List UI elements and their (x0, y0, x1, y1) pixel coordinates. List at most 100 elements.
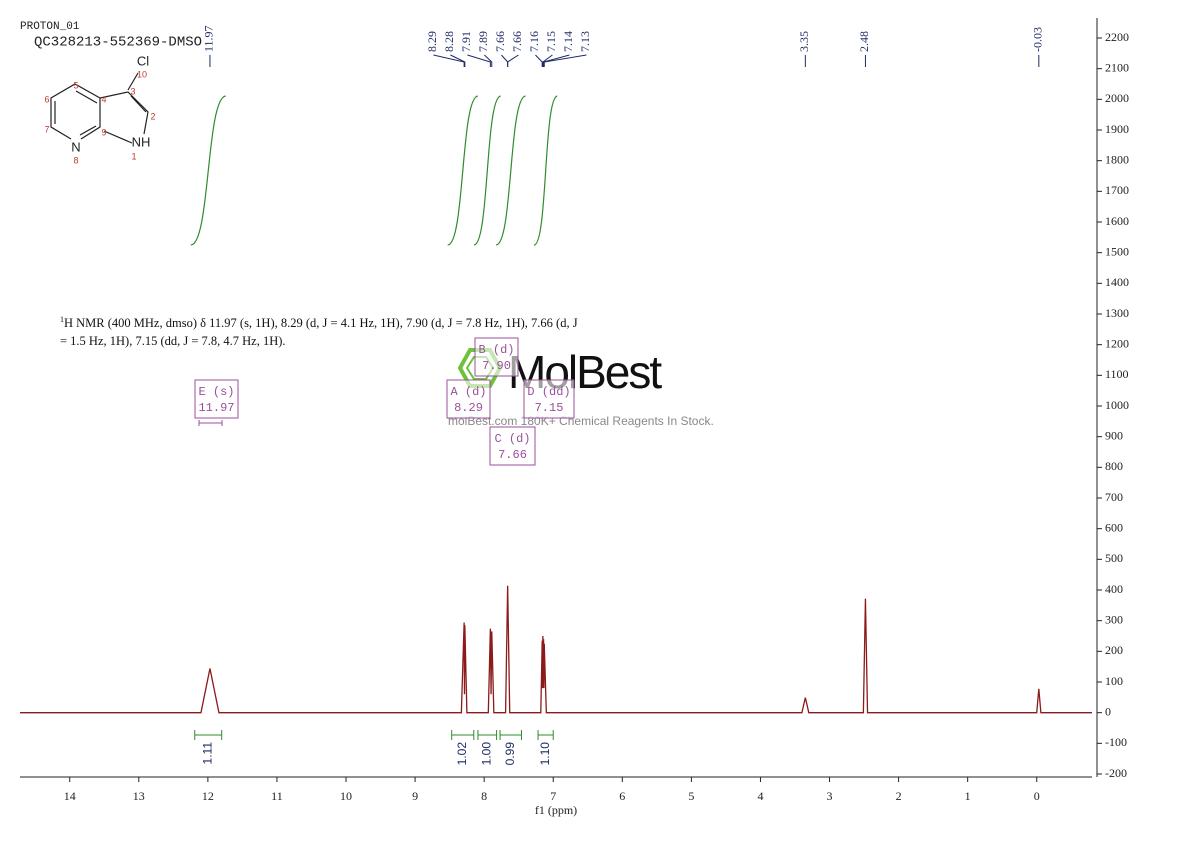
integral-bracket (537, 730, 554, 740)
multiplet-shift: 11.97 (198, 401, 234, 415)
peak-label: 7.13 (578, 31, 592, 52)
watermark-tagline: molBest.com 180K+ Chemical Reagents In S… (448, 414, 714, 428)
double-bonds (54, 90, 147, 136)
peak-label: 7.91 (459, 31, 473, 52)
integral-bracket (499, 730, 522, 740)
multiplet-label: C (d) (494, 432, 530, 446)
atom-number: 5 (73, 80, 78, 90)
peak-label: -0.03 (1031, 27, 1045, 52)
y-tick-label: 0 (1105, 704, 1111, 718)
multiplet-label: A (d) (450, 385, 486, 399)
superscript: 1 (60, 315, 64, 324)
multiplet-range (198, 420, 223, 426)
peak-leader (501, 54, 509, 67)
peak-label: 7.89 (476, 31, 490, 52)
peak-label: 7.14 (561, 31, 575, 52)
y-tick-label: 1300 (1105, 306, 1129, 320)
integral-label: 1.11 (200, 742, 214, 765)
y-tick-label: 700 (1105, 490, 1123, 504)
molecule (50, 72, 149, 144)
integral-bracket (194, 730, 223, 740)
atom: Cl (137, 53, 149, 68)
y-tick-label: 2100 (1105, 60, 1129, 74)
spectrum-line (20, 585, 1092, 714)
x-tick-label: 3 (827, 789, 833, 803)
y-tick-label: 1800 (1105, 152, 1129, 166)
peak-leader (542, 54, 553, 67)
y-tick-label: 900 (1105, 428, 1123, 442)
atom: NH (132, 134, 151, 149)
integral-curve (447, 95, 479, 246)
atom-number: 2 (150, 111, 155, 121)
multiplet-shift: 7.90 (482, 359, 511, 373)
y-tick-label: 1200 (1105, 336, 1129, 350)
x-tick-label: 9 (412, 789, 418, 803)
x-axis-label: f1 (ppm) (535, 803, 577, 817)
y-tick-label: 500 (1105, 551, 1123, 565)
y-tick-label: 1600 (1105, 214, 1129, 228)
multiplet-box (523, 379, 575, 419)
atom-number: 6 (44, 94, 49, 104)
atom-number: 9 (101, 127, 106, 137)
atom-number: 10 (137, 69, 147, 79)
integral-curve (190, 95, 226, 246)
multiplet-shift: 7.15 (535, 401, 564, 415)
y-tick-label: 1400 (1105, 275, 1129, 289)
peak-leader (467, 54, 491, 67)
peak-label: 7.66 (510, 31, 524, 52)
peak-label: 7.15 (544, 31, 558, 52)
integral-label: 0.99 (503, 742, 517, 766)
peak-leader (507, 54, 519, 67)
multiplet-box (489, 426, 536, 466)
integral-curve (533, 95, 558, 246)
multiplet-shift: 7.66 (498, 448, 527, 462)
y-tick-label: 2200 (1105, 30, 1129, 44)
multiplet-box (474, 337, 519, 377)
peak-label: 11.97 (202, 25, 216, 52)
x-tick-label: 2 (896, 789, 902, 803)
peak-leader (543, 54, 587, 67)
atom-number: 7 (44, 124, 49, 134)
peak-leader (450, 54, 466, 67)
x-tick-label: 8 (481, 789, 487, 803)
multiplet-shift: 8.29 (454, 401, 483, 415)
peak-label: 8.28 (442, 31, 456, 52)
integral-curve (495, 95, 526, 246)
x-tick-label: 13 (133, 789, 145, 803)
multiplet-label: D (dd) (527, 385, 570, 399)
y-tick-label: 100 (1105, 674, 1123, 688)
peak-leader (433, 54, 465, 67)
y-tick-label: 1000 (1105, 398, 1129, 412)
multiplet-box (446, 379, 491, 419)
text-line: = 1.5 Hz, 1H), 7.15 (dd, J = 7.8, 4.7 Hz… (60, 334, 286, 349)
peak-label: 7.16 (527, 31, 541, 52)
y-tick-label: 300 (1105, 612, 1123, 626)
nmr-description: 1H NMR (400 MHz, dmso) δ 11.97 (s, 1H), … (60, 311, 578, 350)
y-tick-label: 1900 (1105, 122, 1129, 136)
x-tick-label: 6 (619, 789, 625, 803)
integral-label: 1.10 (538, 742, 552, 766)
y-tick-label: 1100 (1105, 367, 1129, 381)
y-tick-label: -200 (1105, 766, 1127, 780)
y-tick-label: -100 (1105, 735, 1127, 749)
atom-number: 8 (73, 155, 78, 165)
x-tick-label: 11 (271, 789, 283, 803)
multiplet-label: E (s) (198, 385, 234, 399)
atom: N (71, 139, 80, 154)
peak-label: 8.29 (425, 31, 439, 52)
multiplet-label: B (d) (478, 343, 514, 357)
bonds (50, 72, 149, 144)
x-tick-label: 10 (340, 789, 352, 803)
experiment-name: PROTON_01 (20, 21, 80, 33)
peak-leader (484, 54, 493, 67)
y-tick-label: 2000 (1105, 91, 1129, 105)
peak-leader (543, 54, 570, 67)
x-tick-label: 4 (757, 789, 763, 803)
y-tick-label: 1500 (1105, 244, 1129, 258)
x-tick-label: 5 (688, 789, 694, 803)
y-tick-label: 600 (1105, 520, 1123, 534)
multiplet-box (194, 379, 239, 419)
x-tick-label: 7 (550, 789, 556, 803)
